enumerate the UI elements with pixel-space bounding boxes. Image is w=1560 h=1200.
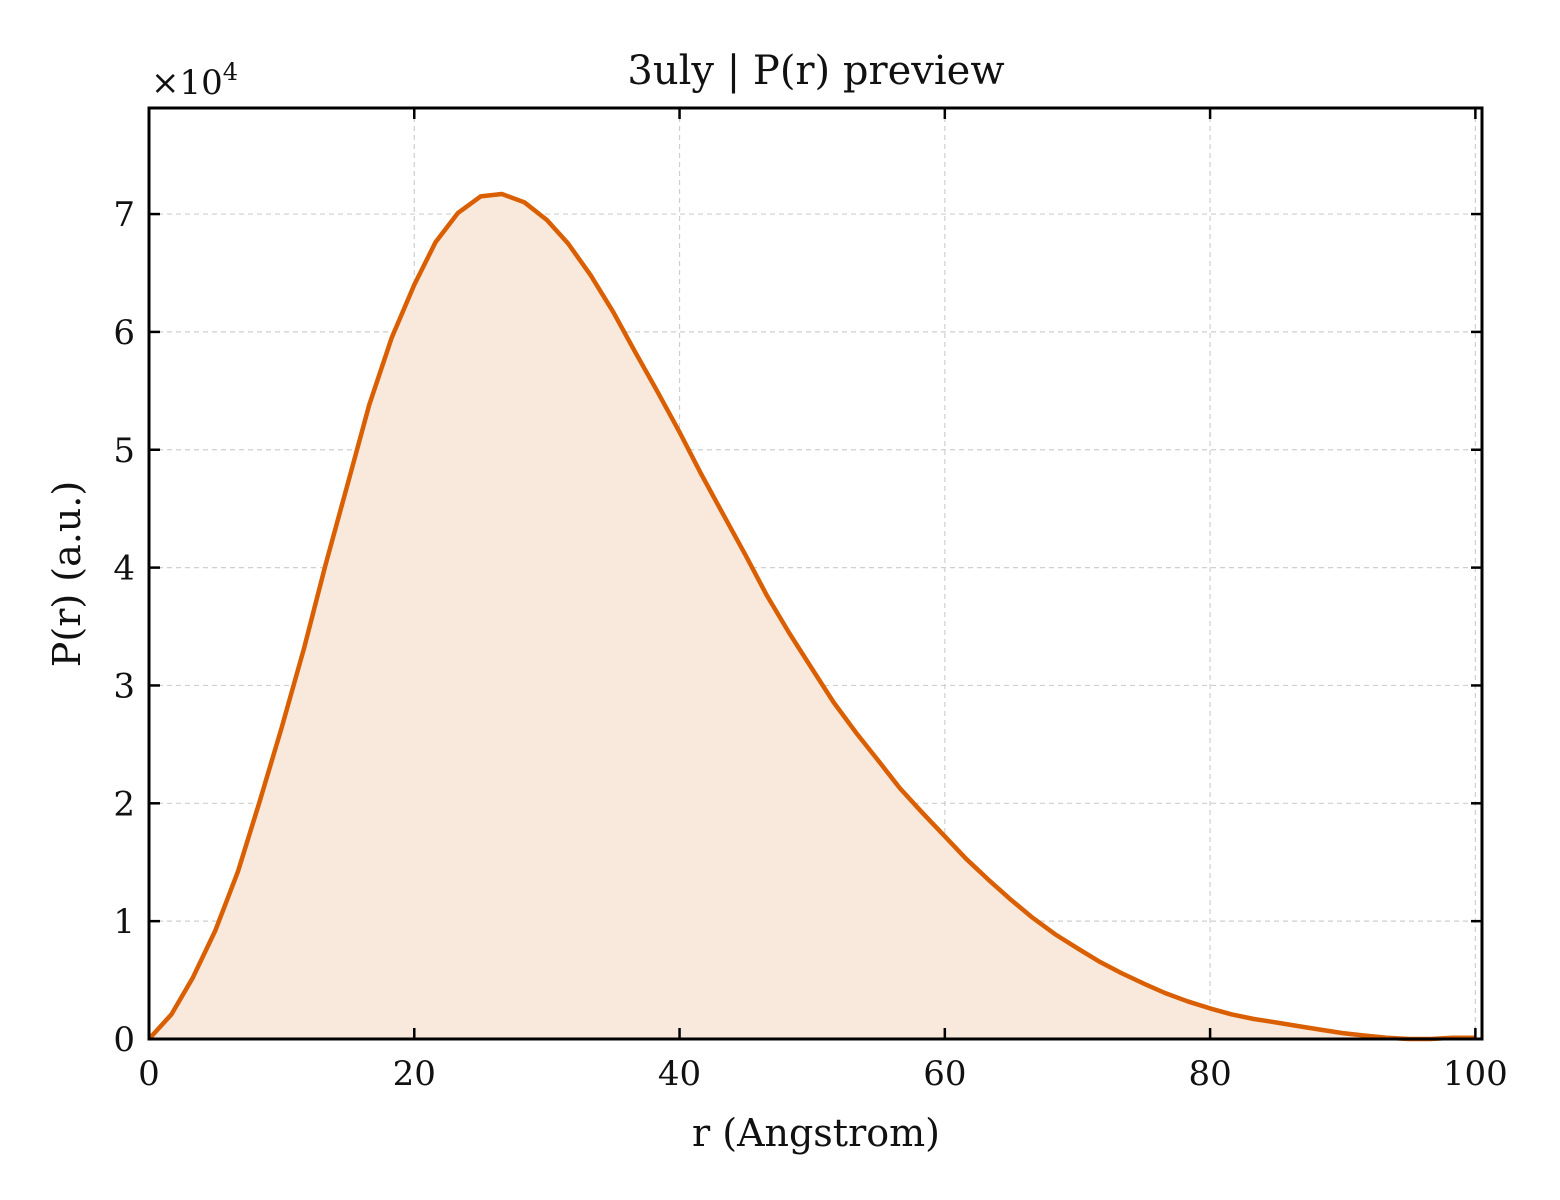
y-tick-label-2: 2 — [113, 784, 135, 824]
y-tick-label-5: 5 — [113, 431, 135, 471]
y-tick-label-3: 3 — [113, 666, 135, 706]
x-tick-label-2: 40 — [658, 1054, 701, 1094]
x-tick-label-1: 20 — [393, 1054, 436, 1094]
chart-title: 3uly | P(r) preview — [627, 48, 1004, 94]
y-axis-multiplier-base: ×10 — [151, 63, 223, 103]
y-axis-title: P(r) (a.u.) — [45, 481, 89, 667]
y-tick-label-1: 1 — [113, 902, 135, 942]
y-tick-label-6: 6 — [113, 313, 135, 353]
y-tick-label-4: 4 — [113, 549, 135, 589]
plot-frame — [147, 106, 1484, 1041]
x-tick-label-0: 0 — [138, 1054, 160, 1094]
series-line — [147, 191, 1476, 1042]
x-tick-label-5: 100 — [1443, 1054, 1508, 1094]
x-tick-label-3: 60 — [923, 1054, 966, 1094]
y-axis-multiplier-exponent: 4 — [223, 58, 238, 86]
series-area-fill — [149, 194, 1476, 1039]
y-axis-multiplier: ×104 — [151, 58, 238, 103]
y-tick-label-7: 7 — [113, 195, 135, 235]
y-tick-label-0: 0 — [113, 1020, 135, 1060]
x-tick-label-4: 80 — [1188, 1054, 1231, 1094]
x-axis-title: r (Angstrom) — [692, 1111, 940, 1155]
tick-layer: 0 20 40 60 80 100 0 1 2 3 4 5 6 7 — [113, 108, 1508, 1094]
